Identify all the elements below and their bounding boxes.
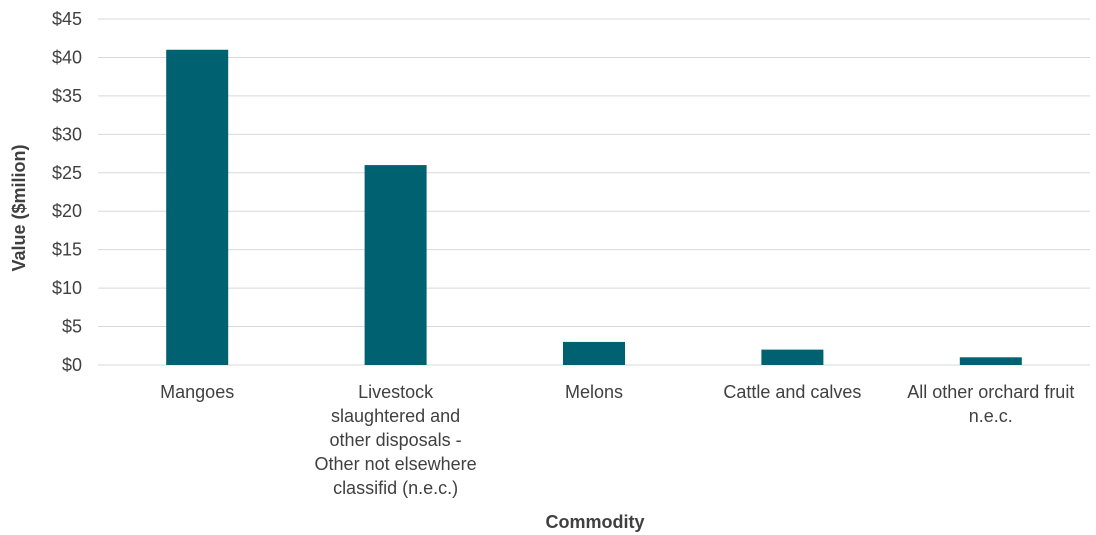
x-category-label: Cattle and calves (723, 382, 861, 402)
x-axis-title: Commodity (546, 512, 645, 532)
x-category-label-line: Other not elsewhere (315, 454, 477, 474)
y-axis-title: Value ($milion) (9, 144, 29, 271)
y-tick-label: $45 (52, 9, 82, 29)
x-category-label: All other orchard fruit n.e.c. (907, 382, 1074, 426)
y-tick-label: $10 (52, 278, 82, 298)
y-axis-ticks: $0 $5 $10 $15 $20 $25 $30 $35 $40 $45 (52, 9, 82, 375)
y-tick-label: $20 (52, 201, 82, 221)
x-category-label-line: Melons (565, 382, 623, 402)
x-category-label: Melons (565, 382, 623, 402)
bar (365, 165, 427, 365)
y-tick-label: $25 (52, 163, 82, 183)
bar (761, 350, 823, 365)
x-category-label: Mangoes (160, 382, 234, 402)
x-category-label-line: Mangoes (160, 382, 234, 402)
y-tick-label: $35 (52, 86, 82, 106)
x-axis-categories: Mangoes Livestock slaughtered and other dis… (160, 382, 1074, 498)
x-category-label-line: Livestock (358, 382, 434, 402)
gridlines (98, 19, 1090, 365)
x-category-label-line: All other orchard fruit (907, 382, 1074, 402)
bar (166, 50, 228, 365)
x-category-label-line: Cattle and calves (723, 382, 861, 402)
bars (166, 50, 1022, 365)
x-category-label-line: n.e.c. (969, 406, 1013, 426)
y-tick-label: $15 (52, 240, 82, 260)
x-category-label: Livestock slaughtered and other disposals … (315, 382, 477, 498)
x-category-label-line: other disposals - (330, 430, 462, 450)
x-category-label-line: slaughtered and (331, 406, 460, 426)
x-category-label-line: classifid (n.e.c.) (333, 478, 458, 498)
bar (960, 357, 1022, 365)
y-tick-label: $0 (62, 355, 82, 375)
y-tick-label: $40 (52, 47, 82, 67)
y-tick-label: $30 (52, 124, 82, 144)
bar (563, 342, 625, 365)
y-tick-label: $5 (62, 317, 82, 337)
